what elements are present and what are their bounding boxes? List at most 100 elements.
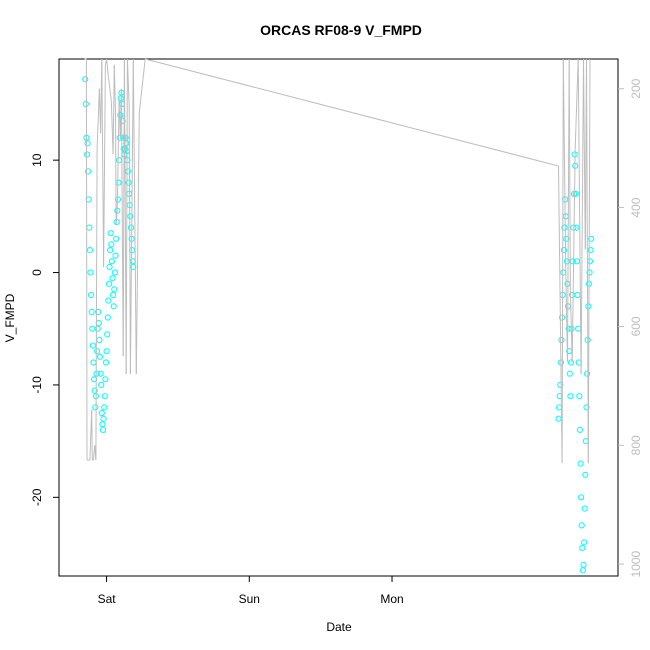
data-point-series-1	[111, 269, 119, 276]
data-point-series-1	[96, 353, 104, 360]
data-point-series-2	[563, 258, 571, 265]
data-point-series-1	[129, 258, 136, 265]
y-left-tick-label: 0	[30, 269, 44, 276]
data-point-series-2	[578, 494, 585, 501]
data-point-series-1	[120, 134, 127, 141]
pressure-line-segment	[126, 58, 130, 107]
y-left-tick-label: -20	[30, 488, 44, 506]
data-point-series-1	[86, 224, 93, 231]
data-point-series-1	[94, 325, 101, 332]
data-point-series-1	[111, 286, 118, 293]
pressure-line-segment	[568, 58, 571, 291]
data-point-series-1	[84, 140, 91, 147]
y-right-tick-label: 200	[629, 78, 643, 98]
data-point-series-1	[115, 179, 122, 186]
pressure-line-segment	[135, 112, 140, 375]
pressure-line-segment	[96, 88, 100, 149]
data-point-series-2	[586, 258, 594, 265]
data-point-series-2	[576, 393, 583, 400]
pressure-line-segment	[106, 58, 109, 77]
x-axis: Sat Sun Mon	[98, 576, 404, 606]
chart-title: ORCAS RF08-9 V_FMPD	[260, 22, 422, 38]
pressure-line-segment	[138, 58, 146, 113]
data-point-series-2	[575, 325, 582, 332]
data-point-series-1	[87, 269, 94, 276]
data-point-series-1	[104, 314, 111, 321]
pressure-line-segment	[101, 58, 105, 268]
data-point-series-2	[585, 303, 592, 310]
pressure-line-segment	[571, 148, 576, 363]
x-tick-label: Sat	[98, 592, 117, 606]
pressure-line-segment	[132, 58, 137, 375]
pressure-line-segment	[115, 207, 118, 226]
y-left-tick-label: 10	[30, 153, 44, 167]
data-point-series-1	[112, 252, 119, 259]
data-point-series-1	[108, 241, 115, 248]
data-point-series-2	[557, 381, 564, 388]
pressure-line-segment	[129, 58, 134, 375]
pressure-line-segment	[113, 64, 116, 113]
pressure-line-segment	[125, 58, 128, 375]
data-point-series-1	[88, 308, 95, 315]
data-point-series-1	[105, 280, 113, 287]
data-point-series-2	[570, 224, 577, 231]
data-point-series-1	[103, 348, 110, 355]
data-point-series-1	[82, 76, 89, 83]
data-point-series-2	[577, 460, 584, 467]
pressure-line-segment	[577, 58, 582, 375]
data-point-series-2	[574, 291, 581, 299]
pressure-line-segment	[107, 76, 112, 101]
x-axis-label: Date	[326, 620, 352, 634]
data-point-series-1	[99, 426, 107, 433]
pressure-line-segment	[85, 58, 88, 461]
data-point-series-2	[555, 415, 562, 422]
data-point-series-1	[125, 179, 132, 186]
data-point-series-1	[100, 415, 107, 422]
x-tick-label: Mon	[380, 592, 403, 606]
y-right-tick-label: 400	[629, 197, 643, 217]
data-point-series-1	[82, 100, 89, 108]
y-right-tick-label: 1000	[629, 550, 643, 577]
data-point-series-2	[582, 471, 589, 478]
data-point-series-2	[567, 359, 575, 366]
data-point-series-1	[113, 235, 120, 242]
data-point-series-2	[570, 190, 578, 197]
data-point-series-1	[108, 258, 116, 265]
data-point-series-2	[558, 336, 565, 344]
data-point-series-1	[110, 303, 117, 310]
pressure-line-segment	[558, 165, 563, 464]
data-point-series-1	[94, 348, 101, 355]
pressure-line-segment	[91, 409, 93, 461]
pressure-line-segment	[580, 58, 584, 375]
data-point-series-1	[96, 336, 103, 344]
data-point-series-2	[567, 393, 574, 400]
pressure-line-segment	[95, 148, 98, 461]
pressure-line-segment	[116, 100, 120, 208]
data-point-series-2	[579, 544, 586, 552]
data-point-series-1	[116, 134, 123, 141]
chart-marks	[82, 58, 595, 574]
pressure-line-segment	[128, 106, 131, 375]
plot-frame	[58, 58, 619, 577]
data-point-series-2	[566, 370, 573, 377]
data-point-series-2	[587, 247, 594, 254]
y-axis-label: V_FMPD	[3, 293, 17, 342]
data-point-series-1	[86, 247, 94, 254]
pressure-line-segment	[587, 58, 591, 464]
data-point-series-2	[581, 505, 588, 512]
data-point-series-1	[109, 275, 116, 282]
data-point-series-1	[110, 291, 117, 299]
pressure-line-segment	[586, 58, 589, 464]
pressure-line-segment	[562, 58, 567, 268]
data-point-series-1	[98, 381, 105, 388]
data-point-series-1	[106, 263, 113, 270]
y-axis-left: -20 -10 0 10	[30, 153, 59, 506]
data-point-series-2	[579, 567, 587, 574]
data-point-series-1	[95, 320, 102, 327]
data-point-series-1	[107, 230, 114, 237]
pressure-line-segment	[567, 58, 570, 363]
x-tick-label: Sun	[239, 592, 260, 606]
data-point-series-2	[576, 426, 584, 433]
data-point-series-1	[102, 359, 110, 366]
y-right-tick-label: 800	[629, 435, 643, 455]
